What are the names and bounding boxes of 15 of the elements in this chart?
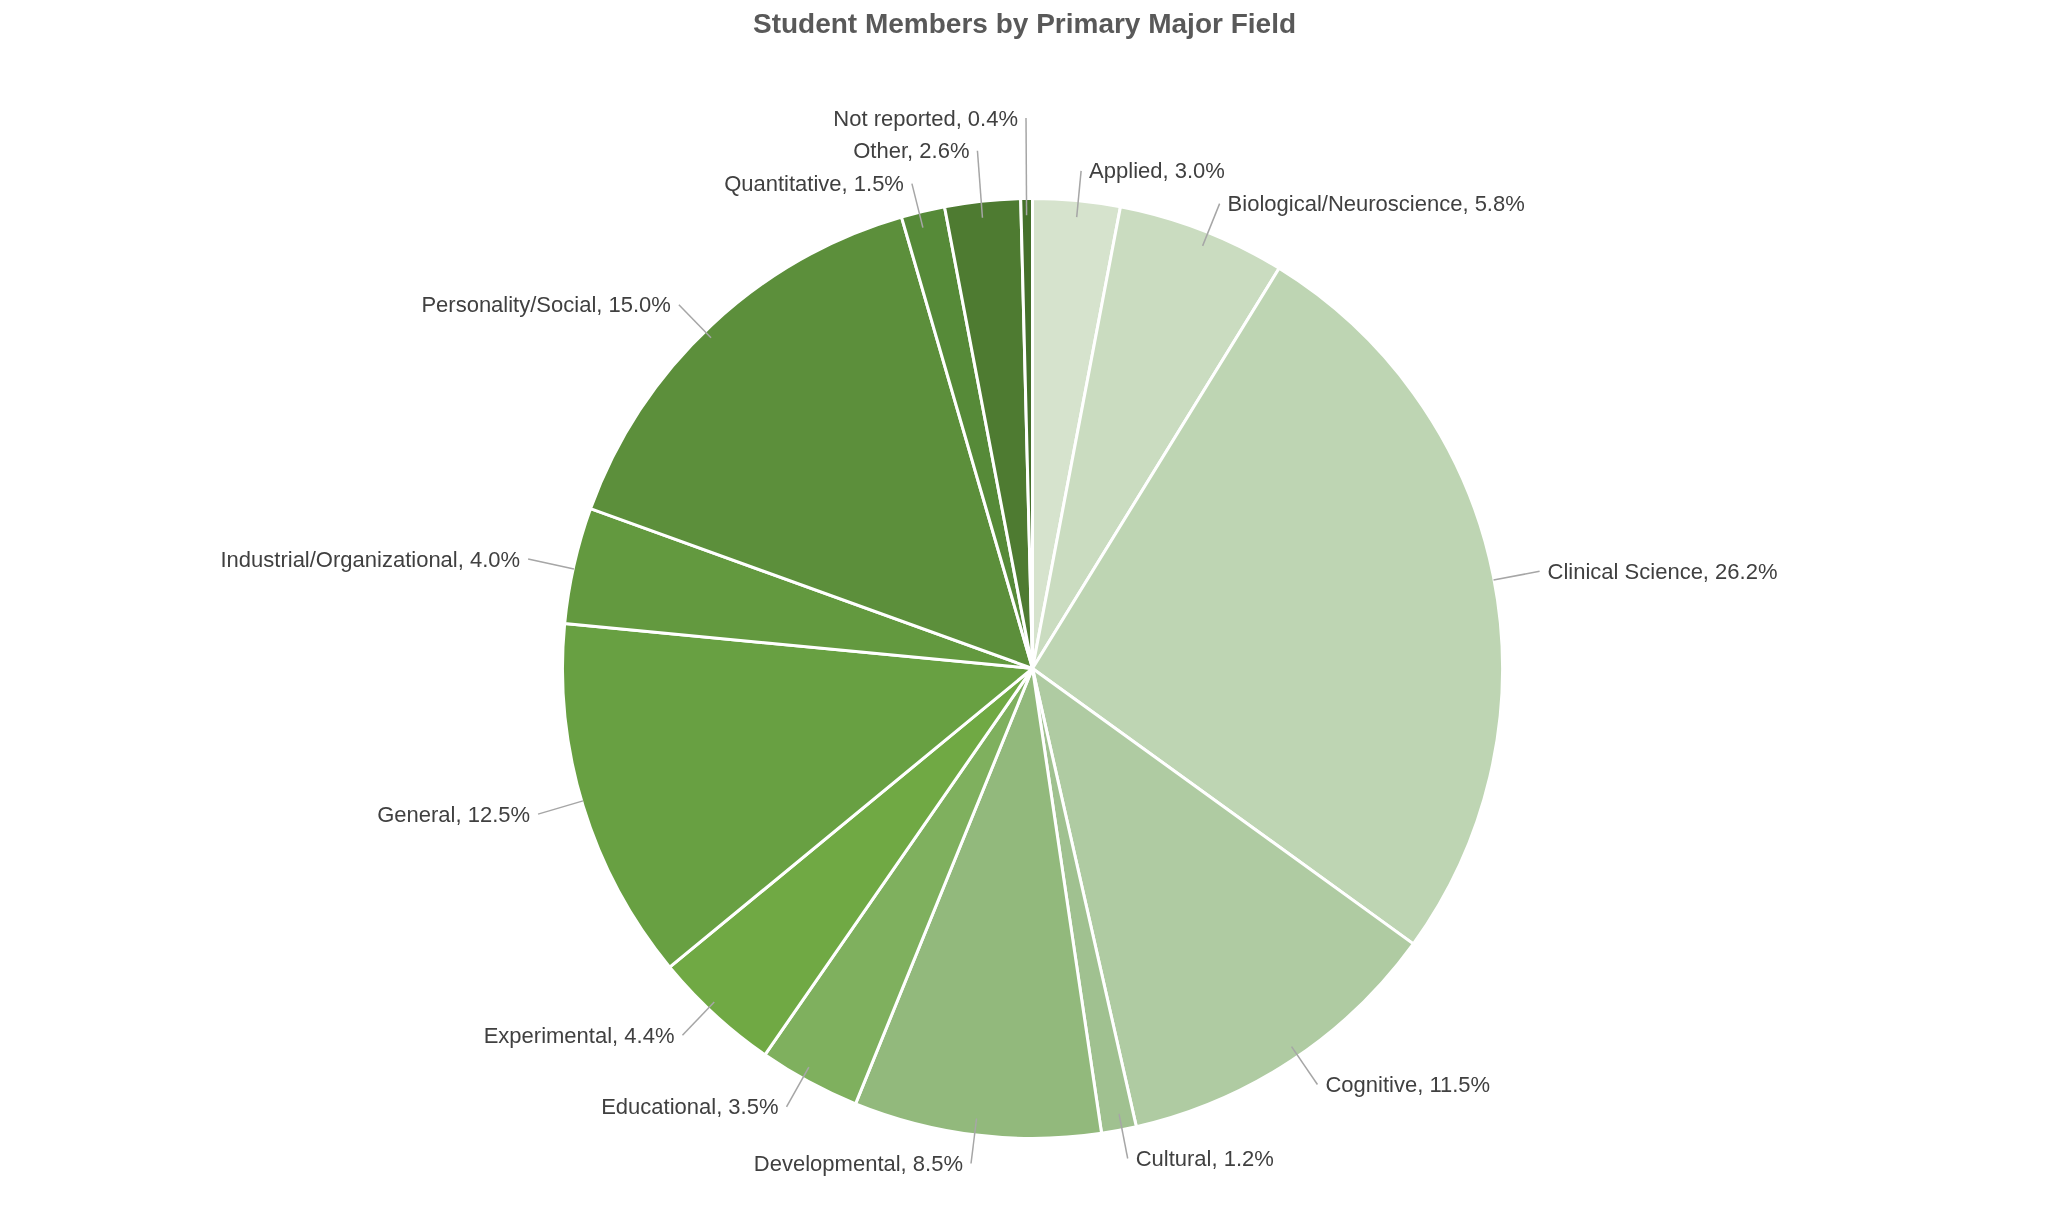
- slice-label: Not reported, 0.4%: [833, 105, 1019, 131]
- slice-label: Clinical Science, 26.2%: [1547, 558, 1778, 584]
- slice-label: Educational, 3.5%: [601, 1094, 779, 1120]
- slice-label: Cultural, 1.2%: [1135, 1146, 1274, 1172]
- slice-label: Industrial/Organizational, 4.0%: [220, 546, 521, 572]
- slice-label: Quantitative, 1.5%: [724, 171, 904, 197]
- slice-label: Cognitive, 11.5%: [1325, 1071, 1491, 1097]
- slice-label: Personality/Social, 15.0%: [421, 292, 671, 318]
- slice-label: Developmental, 8.5%: [753, 1150, 963, 1176]
- slice-label: Experimental, 4.4%: [483, 1022, 675, 1048]
- slice-label: Other, 2.6%: [853, 138, 970, 164]
- chart-title: Student Members by Primary Major Field: [752, 7, 1297, 39]
- slice-label: Biological/Neuroscience, 5.8%: [1227, 191, 1525, 217]
- slice-label: General, 12.5%: [377, 801, 531, 827]
- slice-label: Applied, 3.0%: [1089, 158, 1225, 184]
